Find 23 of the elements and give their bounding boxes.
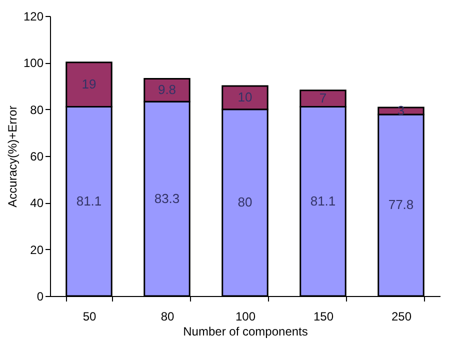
y-tick-label: 0 <box>36 290 44 304</box>
y-tick-label: 20 <box>30 242 44 257</box>
y-axis-title: Accuracy(%)+Error <box>5 106 20 208</box>
y-tick-label: 60 <box>30 150 44 164</box>
x-tick-label: 150 <box>313 310 334 324</box>
data-label: 83.3 <box>154 190 180 206</box>
x-axis-title: Number of components <box>183 324 308 338</box>
x-tick-label: 250 <box>391 310 412 324</box>
data-label: 81.1 <box>310 193 336 208</box>
y-tick-label: 100 <box>23 56 44 70</box>
x-tick-label: 80 <box>160 310 174 324</box>
x-tick-label: 100 <box>235 310 256 324</box>
data-label: 81.1 <box>76 193 102 208</box>
data-label: 10 <box>238 90 252 105</box>
y-tick-label: 80 <box>30 102 44 117</box>
data-label: 7 <box>319 90 327 106</box>
data-label: 80 <box>238 194 252 210</box>
data-label: 9.8 <box>158 82 176 98</box>
y-tick-label: 120 <box>23 10 44 24</box>
data-label: 77.8 <box>388 197 414 212</box>
y-tick-label: 40 <box>30 196 44 210</box>
x-tick-label: 50 <box>82 310 96 324</box>
data-label: 19 <box>82 76 96 92</box>
